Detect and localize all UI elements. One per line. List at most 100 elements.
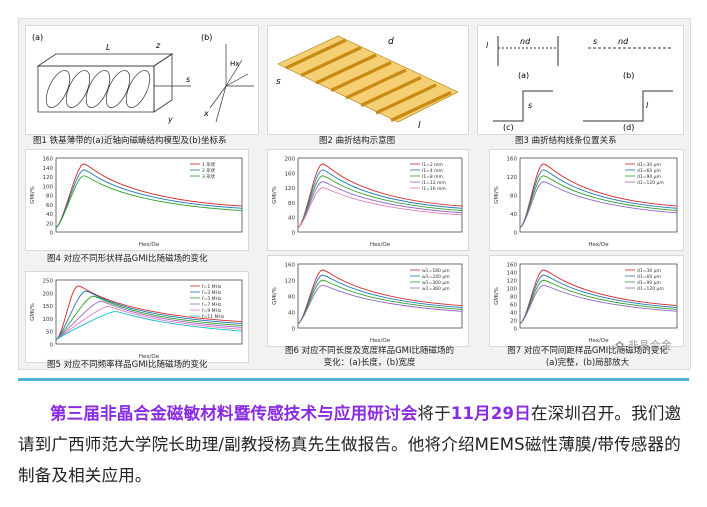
watermark-text: 非晶合金 [627, 339, 672, 352]
y-axis-label: GMI/% [494, 287, 500, 305]
gmi-curve [297, 169, 463, 229]
legend-entry: f=9 MHz [202, 308, 222, 314]
legend-entry: f=7 MHz [202, 302, 222, 308]
gmi-curve [297, 187, 463, 229]
legend-entry: 3 形状 [202, 173, 216, 180]
svg-text:(b): (b) [201, 33, 212, 42]
fig7a-panel: 0 40 80 120 160 GMI/% Hex/Oe d1=30 μm d1=60 μm d1… [489, 149, 684, 251]
conference-date: 11月29日 [450, 404, 531, 423]
legend-entry: f=5 MHz [202, 296, 222, 302]
legend-entry: d1=90 μm [637, 280, 661, 286]
legend-entry: l1=2 mm [422, 162, 443, 168]
fig3-panel: l nd nd s (a) (b) (c) (d) s l [477, 25, 684, 135]
fig4-panel: 0 20 40 60 80 100 120 140 160 GMI/% Hex/Oe 1 形状 2 形状… [25, 149, 249, 251]
fig3-caption: 图3 曲折结构线条位置关系 [515, 136, 617, 146]
x-axis-label: Hex/Oe [588, 242, 609, 248]
figure-collage: (a) (b) L s z y [18, 18, 691, 371]
conference-name: 第三届非晶合金磁敏材料暨传感技术与应用研讨会 [50, 404, 418, 423]
gmi-curve [55, 175, 243, 229]
meander-strip [390, 91, 452, 122]
x-axis-label: Hex/Oe [370, 338, 391, 344]
legend-entry: 2 形状 [202, 167, 216, 174]
y-tick-label: 160 [507, 263, 518, 269]
y-tick-label: 0 [514, 231, 518, 237]
legend-entry: f=11 MHz [202, 314, 225, 320]
event-announcement: 第三届非晶合金磁敏材料暨传感技术与应用研讨会将于11月29日在深圳召开。我们邀请… [18, 398, 693, 491]
legend-entry: d1=30 μm [637, 162, 661, 168]
y-tick-label: 80 [46, 194, 53, 200]
svg-text:(a): (a) [32, 33, 43, 42]
y-tick-label: 140 [43, 166, 54, 172]
fig7-caption-line2: (a)完整，(b)局部放大 [545, 358, 630, 368]
gmi-curve [55, 300, 243, 341]
fig2-panel: d s l [267, 25, 469, 135]
meander-strip [285, 38, 347, 70]
y-tick-label: 60 [46, 203, 53, 209]
svg-text:l: l [418, 121, 421, 131]
legend-entry: w1=180 μm [422, 268, 450, 274]
y-tick-label: 80 [510, 295, 517, 301]
accent-divider [18, 378, 689, 381]
y-tick-label: 0 [292, 231, 296, 237]
fig7b-chart: 0 20 40 60 80 100 120 140 160 GMI/% Hex/Oe d1=30 μm… [494, 263, 678, 344]
svg-text:l: l [486, 41, 489, 50]
fig7-caption-line1: 图7 对应不同间距样品GMI比随磁场的变化 [507, 346, 668, 356]
y-tick-label: 40 [288, 311, 295, 317]
gmi-curve [297, 284, 463, 325]
svg-text:z: z [155, 41, 161, 50]
legend-entry: w1=300 μm [422, 280, 450, 286]
gmi-curve [55, 295, 243, 341]
y-tick-label: 0 [50, 343, 54, 349]
y-tick-label: 120 [43, 175, 54, 181]
gmi-curve [297, 163, 463, 229]
svg-text:nd: nd [520, 37, 531, 46]
y-tick-label: 160 [507, 157, 518, 163]
watermark-icon: ✿ [615, 339, 625, 352]
y-tick-label: 0 [292, 327, 296, 333]
legend-entry: d1=60 μm [637, 168, 661, 174]
y-tick-label: 140 [507, 271, 518, 277]
fig6b-panel: 0 40 80 120 160 GMI/% Hex/Oe w1=180 μm w1=240 μm… [267, 255, 469, 347]
y-axis-label: GMI/% [30, 303, 36, 321]
svg-text:nd: nd [618, 37, 629, 46]
gmi-curve [519, 284, 678, 325]
svg-text:(c): (c) [503, 123, 514, 132]
gmi-curve [55, 163, 243, 229]
fig3-diagram: l nd nd s (a) (b) (c) (d) s l [486, 36, 673, 132]
gmi-curve [297, 181, 463, 229]
legend-entry: 1 形状 [202, 161, 216, 168]
svg-text:s: s [276, 77, 281, 87]
fig5-panel: 0 50 100 150 200 250 GMI/% Hex/Oe f=1 MHz f=3 MHz… [25, 271, 249, 363]
svg-text:s: s [593, 37, 597, 46]
gmi-curve [519, 163, 678, 229]
svg-text:(d): (d) [623, 123, 634, 132]
y-tick-label: 40 [510, 212, 517, 218]
y-tick-label: 120 [285, 279, 296, 285]
y-tick-label: 100 [507, 287, 518, 293]
gmi-curve [55, 311, 243, 341]
y-tick-label: 40 [510, 311, 517, 317]
meander-strip [360, 76, 422, 107]
fig7b-panel: 0 20 40 60 80 100 120 140 160 GMI/% Hex/Oe d1=30 μm… [489, 255, 684, 347]
legend-entry: d1=30 μm [637, 268, 661, 274]
legend-entry: f=1 MHz [202, 284, 222, 290]
meander-strip [345, 68, 407, 100]
x-axis-label: Hex/Oe [139, 242, 160, 248]
svg-text:x: x [203, 109, 209, 118]
y-tick-label: 60 [510, 303, 517, 309]
y-tick-label: 80 [288, 295, 295, 301]
y-axis-label: GMI/% [272, 287, 278, 305]
legend-entry: d1=60 μm [637, 274, 661, 280]
watermark: ✿ 非晶合金 [615, 337, 672, 353]
gmi-curve [55, 290, 243, 341]
meander-strip [375, 83, 437, 115]
legend-entry: l1=12 mm [422, 180, 446, 186]
legend-entry: d1=90 μm [637, 174, 661, 180]
plot-frame [519, 263, 678, 329]
y-tick-label: 150 [43, 304, 54, 310]
y-tick-label: 120 [285, 186, 296, 192]
y-tick-label: 0 [514, 327, 518, 333]
y-tick-label: 20 [46, 221, 53, 227]
svg-text:s: s [186, 75, 190, 84]
